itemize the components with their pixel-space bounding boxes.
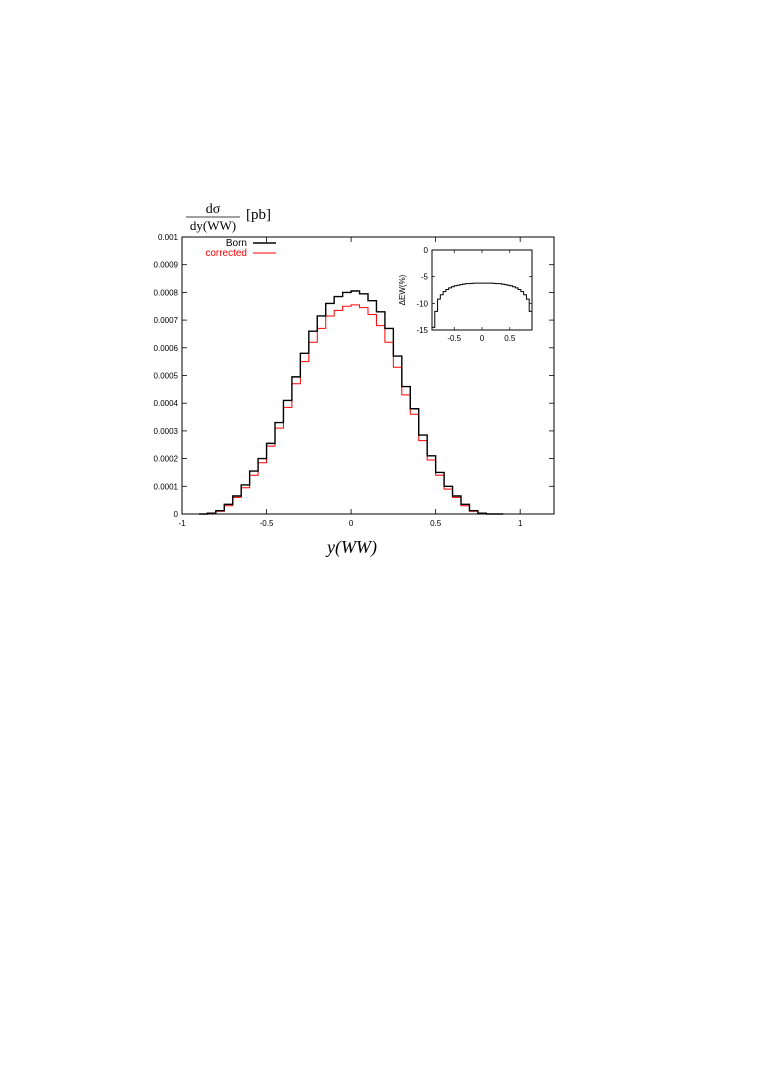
main-xtick-label: 1 [518, 519, 523, 528]
main-ytick-label: 0.0007 [154, 316, 179, 325]
main-ylabel-denominator: dy(WW) [190, 218, 236, 233]
inset-ytick-label: -10 [416, 299, 428, 308]
inset-ytick-label: -15 [416, 326, 428, 335]
main-y-axis: 0 0.0001 0.0002 0.0003 0.0004 0.0005 0.0006 0.0… [154, 233, 554, 519]
legend-label-born: Born [226, 238, 247, 249]
inset-x-axis: -0.5 0 0.5 [447, 250, 516, 343]
main-ytick-label: 0.0009 [154, 261, 179, 270]
legend-label-corrected: corrected [205, 248, 247, 259]
legend: Born corrected [205, 238, 276, 259]
inset-series-group [432, 282, 532, 328]
main-xlabel: y(WW) [325, 537, 377, 558]
main-xtick-label: -1 [178, 519, 186, 528]
inset-ytick-label: -5 [421, 273, 429, 282]
main-xtick-label: 0 [349, 519, 354, 528]
main-ylabel-unit: [pb] [246, 207, 271, 223]
main-xtick-label: -0.5 [260, 519, 274, 528]
main-ytick-label: 0 [174, 510, 179, 519]
inset-plot-frame [431, 249, 533, 331]
main-x-axis: -1 -0.5 0 0.5 1 [178, 237, 523, 528]
inset-xtick-label: 0.5 [504, 334, 516, 343]
main-ytick-label: 0.0002 [154, 455, 179, 464]
main-ytick-label: 0.0005 [154, 372, 179, 381]
main-series-group [198, 290, 504, 515]
main-ytick-label: 0.0006 [154, 344, 179, 353]
inset-xtick-label: 0 [480, 334, 485, 343]
main-ytick-label: 0.0008 [154, 288, 179, 297]
main-ytick-label: 0.001 [158, 233, 179, 242]
main-series-born-line [198, 290, 504, 515]
main-ylabel-numerator: dσ [206, 202, 221, 217]
main-xtick-label: 0.5 [430, 519, 442, 528]
inset-ytick-label: 0 [424, 246, 429, 255]
main-ytick-label: 0.0004 [154, 399, 179, 408]
inset-series-line [432, 282, 532, 328]
inset-ylabel: ΔEW(%) [398, 274, 407, 305]
main-ytick-label: 0.0001 [154, 482, 179, 491]
inset-chart: 0 -5 -10 -15 -0.5 0 0.5 ΔEW(%) [398, 246, 533, 343]
main-ytick-label: 0.0003 [154, 427, 179, 436]
inset-xtick-label: -0.5 [447, 334, 461, 343]
main-ylabel: dσ dy(WW) [pb] [186, 202, 271, 233]
